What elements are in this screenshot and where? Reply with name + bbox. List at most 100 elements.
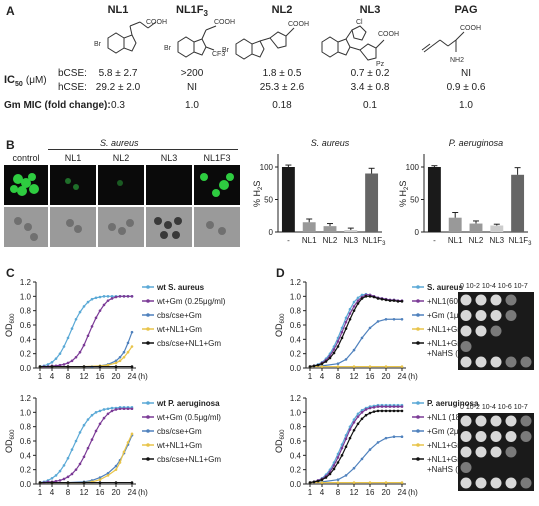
data-point: [50, 481, 54, 484]
data-point: [372, 406, 376, 409]
data-point: [126, 295, 130, 298]
data-point: [356, 412, 360, 416]
x-tick-label: 16: [96, 488, 105, 497]
panel-letter-b: B: [6, 138, 15, 152]
y-tick-label: 1.0: [290, 408, 302, 417]
data-point: [352, 365, 356, 368]
bar: [427, 167, 441, 232]
x-tick-label: NL2: [469, 236, 484, 245]
data-point: [392, 317, 396, 321]
data-point: [82, 455, 86, 459]
data-point: [98, 295, 102, 299]
colony-spot: [460, 477, 472, 489]
y-tick-label: 1.0: [20, 408, 32, 417]
bar: [302, 222, 316, 232]
compound-nl1: NL1: [107, 4, 129, 16]
legend-marker: [146, 299, 150, 303]
data-point: [130, 295, 134, 298]
legend-marker: [146, 341, 150, 345]
data-point: [336, 362, 340, 365]
x-tick-label: 4: [50, 488, 55, 497]
data-point: [396, 405, 400, 408]
data-point: [356, 302, 360, 305]
img-label-control: control: [12, 153, 40, 163]
data-point: [372, 410, 376, 413]
data-point: [380, 297, 384, 301]
compound-nl1f3: NL1F3: [176, 4, 208, 19]
colony-spot: [490, 415, 502, 427]
colony-spot: [490, 477, 502, 489]
y-tick-label: 1.2: [290, 394, 302, 403]
img-label-nl1: NL1: [64, 153, 82, 163]
data-point: [344, 445, 348, 449]
data-point: [340, 326, 344, 330]
colony-spot: [505, 431, 517, 442]
y-axis-label: OD600: [274, 313, 286, 337]
data-point: [364, 295, 368, 298]
legend-entry: wt+Gm (0.25μg/ml): [156, 297, 226, 306]
bcse-nl1f3: >200: [180, 68, 204, 79]
data-point: [114, 365, 118, 368]
data-point: [376, 409, 380, 413]
data-point: [86, 334, 90, 338]
fluor-control: [4, 165, 48, 205]
x-tick-label: 1: [38, 488, 43, 497]
data-point: [352, 466, 356, 470]
data-point: [336, 478, 340, 481]
y-tick-label: 1.2: [20, 394, 32, 403]
data-point: [106, 412, 110, 416]
series-line: [40, 435, 133, 484]
data-point: [82, 305, 86, 308]
data-point: [352, 305, 356, 308]
mic-nl1: 0.3: [111, 100, 125, 111]
legend-marker: [416, 341, 420, 345]
data-point: [368, 411, 372, 415]
data-point: [78, 310, 82, 314]
x-tick-label: 20: [382, 372, 391, 381]
data-point: [118, 295, 122, 298]
data-point: [50, 360, 54, 364]
growth-curve-d-saureus: 0.0 0.2 0.4 0.6 0.8 1.0 1.2 1 4 8 12 16 20 24 (h) OD600…: [274, 278, 485, 381]
data-point: [130, 432, 134, 436]
row-label-hcse: hCSE:: [58, 82, 87, 93]
y-tick-label: 50: [264, 196, 273, 205]
y-tick-label: 0.2: [290, 350, 302, 359]
legend-marker: [416, 443, 420, 447]
bar: [511, 174, 525, 232]
dilution-plate-bottom: [458, 413, 534, 491]
y-tick-label: 0.6: [20, 321, 32, 330]
colony-spot: [505, 294, 517, 306]
data-point: [86, 418, 90, 421]
data-point: [94, 411, 98, 414]
data-point: [122, 355, 126, 359]
legend-entry: wt+Gm (0.5μg/ml): [156, 413, 221, 422]
data-point: [364, 413, 368, 417]
data-point: [400, 300, 404, 303]
colony-spot: [505, 356, 517, 368]
data-point: [384, 298, 388, 302]
data-point: [352, 300, 356, 304]
bar-chart-saureus: S. aureus 0 50 100 % H2S - NL1 NL2 NL3 NL1F3: [252, 138, 386, 247]
data-point: [340, 330, 344, 334]
x-tick-label: NL3: [343, 236, 358, 245]
label-cl: Cl: [356, 19, 363, 26]
data-point: [98, 365, 102, 368]
mic-label: Gm MIC (fold change):: [4, 100, 111, 111]
data-point: [320, 365, 324, 368]
data-point: [66, 456, 70, 460]
data-point: [54, 357, 58, 360]
data-point: [122, 450, 126, 454]
data-point: [352, 481, 356, 484]
data-point: [384, 481, 388, 484]
legend-marker: [146, 457, 150, 461]
data-point: [320, 481, 324, 484]
y-axis-label: OD600: [4, 313, 16, 337]
data-point: [328, 356, 332, 360]
data-point: [352, 418, 356, 421]
data-point: [344, 316, 348, 320]
colony-spot: [460, 446, 472, 458]
y-tick-label: 0.8: [20, 307, 32, 316]
data-point: [82, 481, 86, 484]
bar-chart-paeruginosa: P. aeruginosa 0 50 100 % H2S - NL1 NL2 NL3 NL1F3: [398, 138, 532, 247]
data-point: [332, 348, 336, 351]
